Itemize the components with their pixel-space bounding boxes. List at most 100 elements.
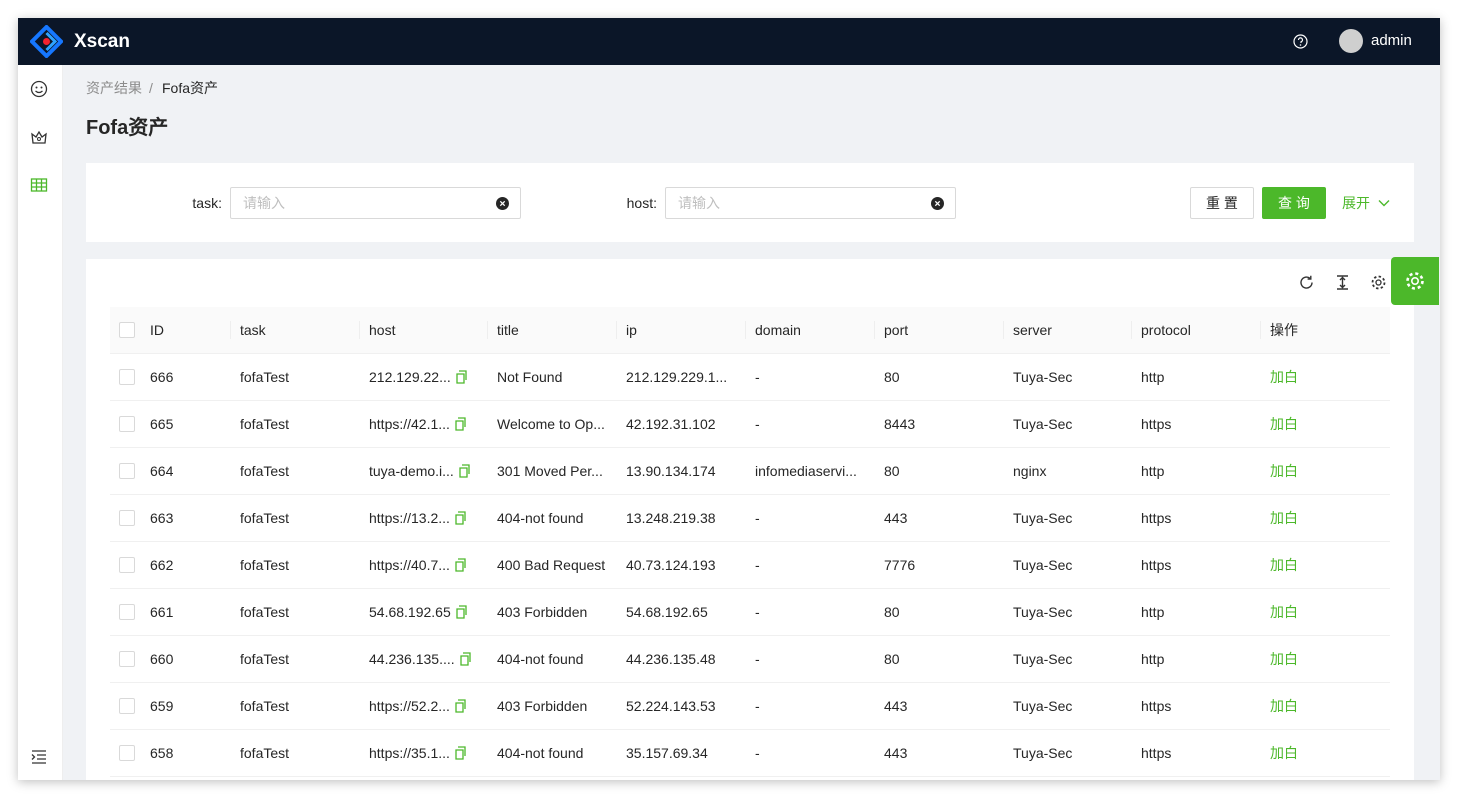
help-icon[interactable] [1293, 34, 1308, 49]
checkbox[interactable] [119, 745, 135, 761]
cell: 443 [884, 698, 908, 714]
checkbox[interactable] [119, 698, 135, 714]
action-link[interactable]: 加白 [1270, 463, 1298, 479]
cell: Welcome to Op... [497, 416, 605, 432]
page-title: Fofa资产 [86, 117, 169, 139]
cell: 80 [884, 463, 900, 479]
column-header: task [240, 322, 266, 338]
gear-icon [1406, 272, 1424, 290]
cell: fofaTest [240, 463, 290, 479]
column-settings-icon[interactable] [1370, 274, 1387, 291]
host-input[interactable]: 请输入 [665, 187, 956, 219]
cell: Tuya-Sec [1013, 698, 1073, 714]
filter-label: host: [626, 195, 657, 211]
cell: infomediaservi... [755, 463, 857, 479]
column-divider [487, 321, 488, 339]
column-divider [874, 321, 875, 339]
action-link[interactable]: 加白 [1270, 416, 1298, 432]
copy-icon[interactable] [460, 652, 472, 666]
cell: Tuya-Sec [1013, 651, 1073, 667]
expand-link[interactable]: 展开 [1342, 195, 1370, 211]
table-row: 665 fofaTest https://42.1... Welcome to Op.… [110, 401, 1390, 448]
copy-icon[interactable] [456, 370, 468, 384]
cell: - [755, 698, 760, 714]
cell: Tuya-Sec [1013, 369, 1073, 385]
cell: http [1141, 604, 1165, 620]
cell: 44.236.135.... [369, 649, 471, 669]
column-header: protocol [1141, 322, 1191, 338]
cell: 404-not found [497, 510, 584, 526]
table-row: 661 fofaTest 54.68.192.65 403 Forbidden 54.6… [110, 589, 1390, 636]
checkbox[interactable] [119, 463, 135, 479]
cell: fofaTest [240, 510, 290, 526]
cell: https://35.1... [369, 743, 466, 763]
cell: 658 [150, 745, 174, 761]
density-icon[interactable] [1334, 274, 1351, 291]
collapse-icon[interactable] [30, 748, 48, 766]
cell: fofaTest [240, 698, 290, 714]
logo[interactable] [30, 25, 63, 58]
nav-icon[interactable] [30, 80, 48, 98]
checkbox[interactable] [119, 416, 135, 432]
cell: 54.68.192.65 [626, 604, 708, 620]
cell: 661 [150, 604, 174, 620]
nav-icon-active[interactable] [30, 176, 48, 194]
action-link[interactable]: 加白 [1270, 698, 1298, 714]
checkbox[interactable] [119, 557, 135, 573]
query-button[interactable]: 查 询 [1262, 187, 1326, 219]
cell: 403 Forbidden [497, 604, 588, 620]
table-row: 662 fofaTest https://40.7... 400 Bad Reques… [110, 542, 1390, 589]
checkbox[interactable] [119, 651, 135, 667]
copy-icon[interactable] [455, 746, 467, 760]
copy-icon[interactable] [455, 699, 467, 713]
column-header: port [884, 322, 909, 338]
copy-icon[interactable] [455, 558, 467, 572]
checkbox[interactable] [119, 369, 135, 385]
settings-drawer-button[interactable] [1391, 257, 1439, 305]
table-row: 666 fofaTest 212.129.22... Not Found 212.129… [110, 354, 1390, 401]
action-link[interactable]: 加白 [1270, 745, 1298, 761]
action-link[interactable]: 加白 [1270, 510, 1298, 526]
clear-icon[interactable] [931, 197, 944, 210]
cell: 80 [884, 369, 900, 385]
copy-icon[interactable] [455, 417, 467, 431]
column-divider [1003, 321, 1004, 339]
column-divider [1131, 321, 1132, 339]
reset-button[interactable]: 重 置 [1190, 187, 1254, 219]
action-link[interactable]: 加白 [1270, 651, 1298, 667]
reload-icon[interactable] [1298, 274, 1315, 291]
nav-icon[interactable] [30, 128, 48, 146]
cell: - [755, 557, 760, 573]
checkbox[interactable] [119, 322, 135, 338]
checkbox[interactable] [119, 604, 135, 620]
column-header: title [497, 322, 519, 338]
table-header: ID task host title ip domain port server protoco… [110, 307, 1390, 354]
action-link[interactable]: 加白 [1270, 604, 1298, 620]
column-header: ip [626, 322, 637, 338]
cell: 7776 [884, 557, 916, 573]
breadcrumb-item[interactable]: 资产结果 [86, 80, 142, 96]
copy-icon[interactable] [455, 511, 467, 525]
action-link[interactable]: 加白 [1270, 557, 1298, 573]
cell: https://42.1... [369, 414, 466, 434]
copy-icon[interactable] [459, 464, 471, 478]
task-input[interactable]: 请输入 [230, 187, 521, 219]
copy-icon[interactable] [456, 605, 468, 619]
cell: 52.224.143.53 [626, 698, 716, 714]
table-row: 664 fofaTest tuya-demo.i... 301 Moved Per..… [110, 448, 1390, 495]
column-header: host [369, 322, 396, 338]
checkbox[interactable] [119, 510, 135, 526]
placeholder: 请输入 [243, 195, 285, 211]
cell: 400 Bad Request [497, 557, 606, 573]
cell: Tuya-Sec [1013, 557, 1073, 573]
clear-icon[interactable] [496, 197, 509, 210]
user-name[interactable]: admin [1371, 32, 1412, 49]
action-link[interactable]: 加白 [1270, 369, 1298, 385]
table-row: 660 fofaTest 44.236.135.... 404-not found 44… [110, 636, 1390, 683]
avatar[interactable] [1339, 29, 1363, 53]
expand-chevron[interactable] [1378, 197, 1390, 209]
app-window: Xscan admin 资产结果 / Fofa资产 Fofa资产 task: 请… [18, 18, 1440, 780]
table-row: 658 fofaTest https://35.1... 404-not found 3… [110, 730, 1390, 777]
cell: https [1141, 416, 1172, 432]
cell: 662 [150, 557, 174, 573]
